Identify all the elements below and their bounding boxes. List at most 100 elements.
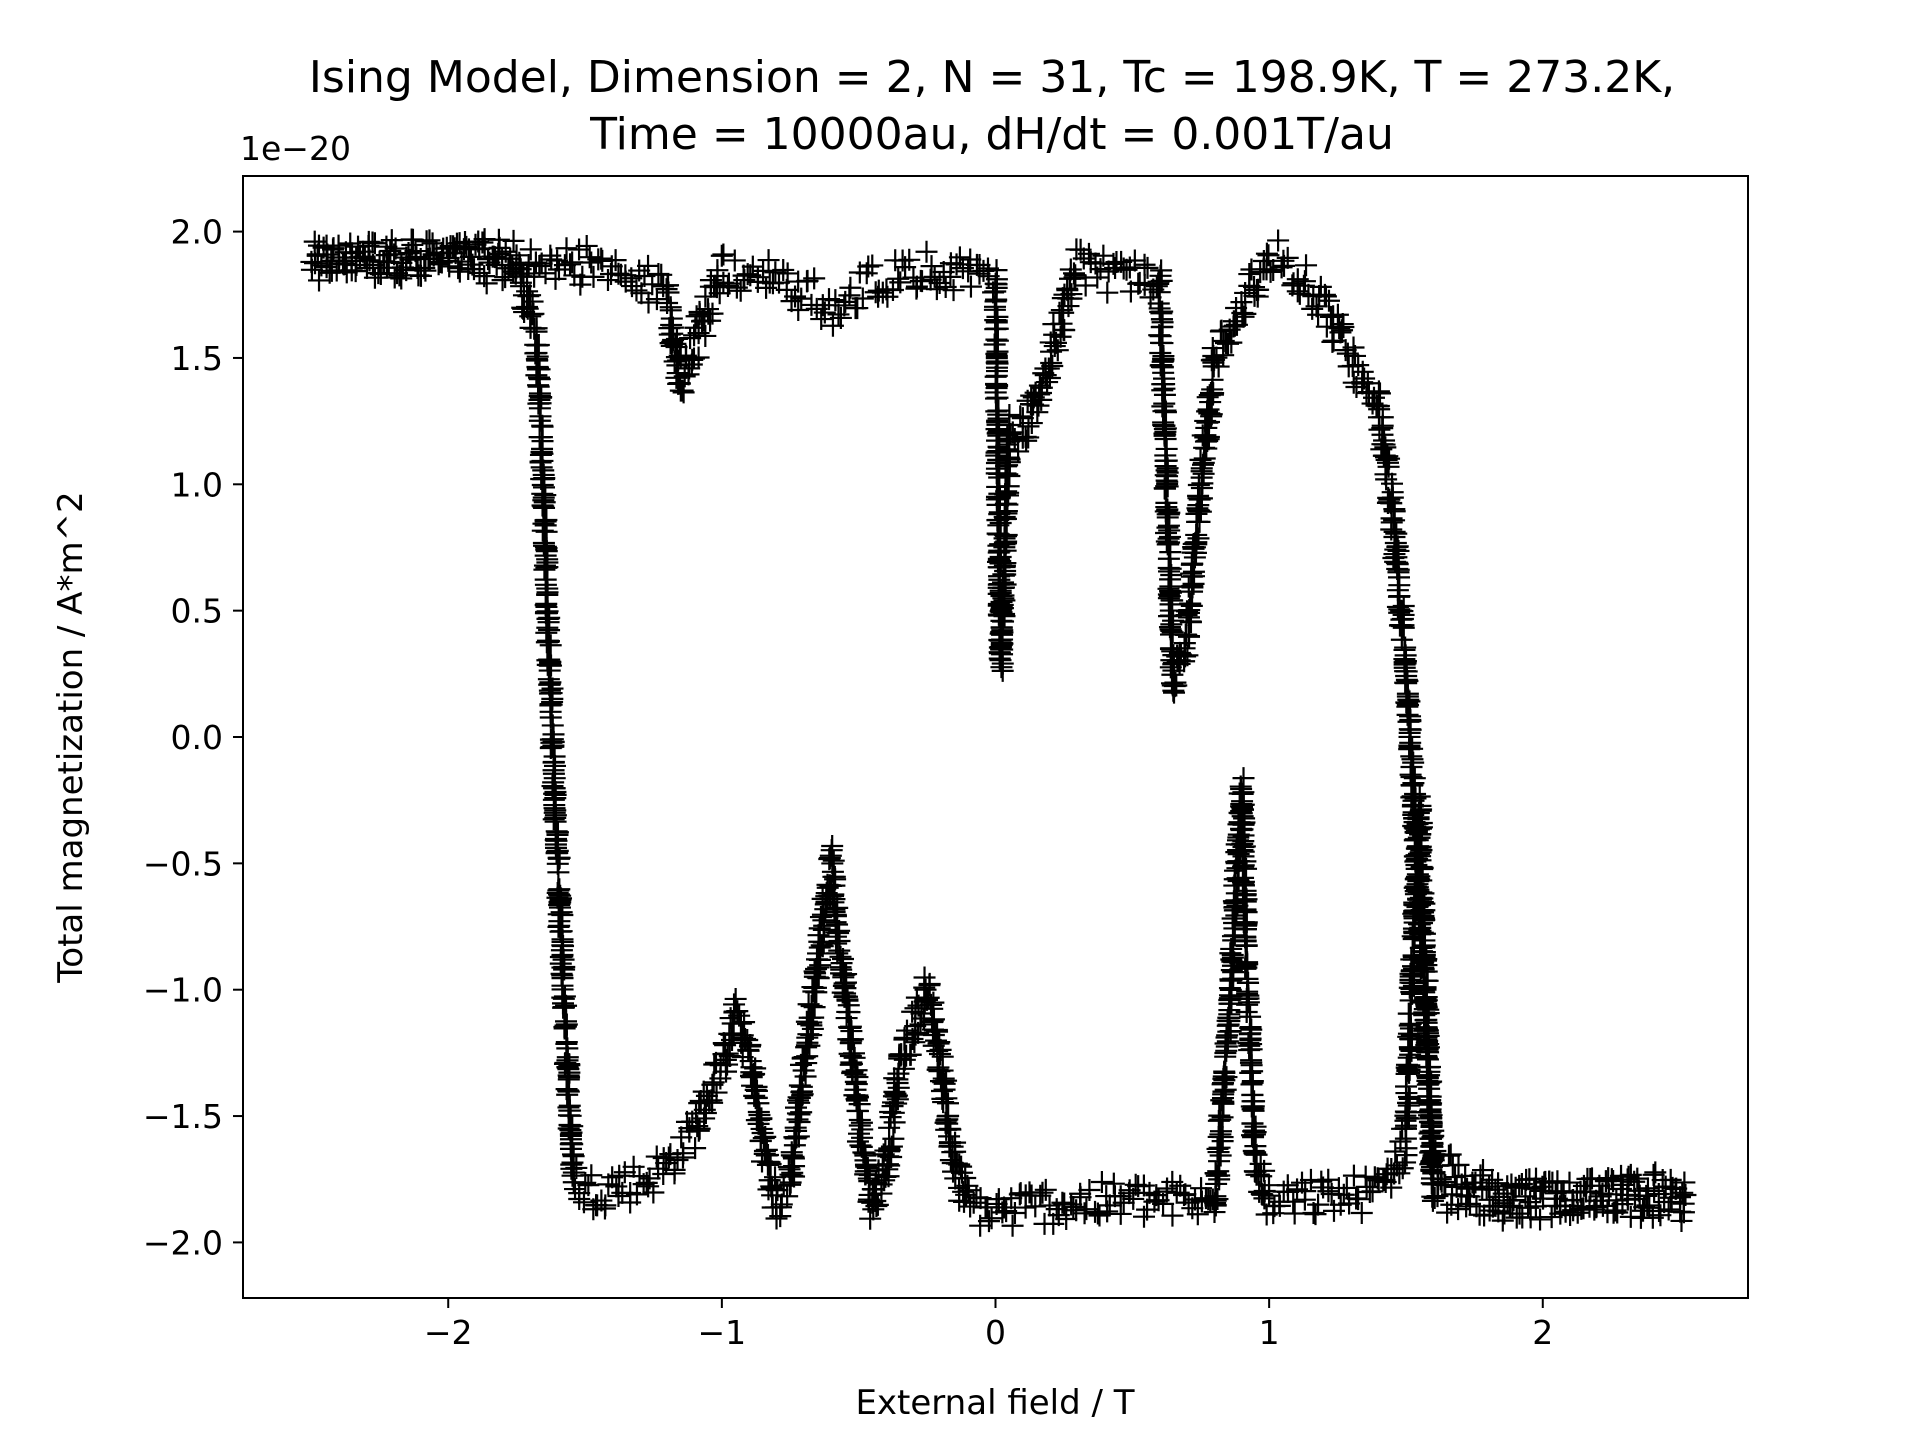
- data-point-marker: [637, 254, 660, 277]
- data-point-marker: [1156, 470, 1179, 493]
- data-point-marker: [866, 1193, 889, 1216]
- data-point-marker: [740, 1066, 763, 1089]
- data-point-marker: [1390, 599, 1413, 622]
- data-point-marker: [882, 1127, 905, 1150]
- data-point-marker: [1388, 601, 1411, 624]
- data-point-marker: [764, 261, 787, 284]
- data-point-marker: [1276, 1174, 1299, 1197]
- y-tick-label: −0.5: [143, 844, 223, 883]
- data-point-marker: [638, 1167, 661, 1190]
- data-point-marker: [925, 1018, 948, 1041]
- data-point-marker: [386, 262, 409, 285]
- data-point-marker: [1234, 281, 1257, 304]
- data-point-marker: [1609, 1177, 1632, 1200]
- data-point-marker: [1291, 1171, 1313, 1194]
- data-point-marker: [1208, 1164, 1231, 1187]
- data-point-marker: [1334, 339, 1357, 362]
- data-point-marker: [652, 275, 675, 298]
- data-point-marker: [1155, 522, 1178, 545]
- data-point-marker: [1454, 1164, 1477, 1187]
- data-point-marker: [555, 1010, 578, 1033]
- data-point-marker: [901, 1028, 924, 1051]
- data-point-marker: [1000, 1187, 1023, 1210]
- data-point-marker: [1416, 1067, 1439, 1090]
- data-point-marker: [1611, 1193, 1634, 1216]
- data-point-marker: [827, 303, 850, 326]
- data-point-marker: [923, 265, 946, 288]
- data-point-marker: [1206, 1188, 1229, 1211]
- data-point-marker: [1050, 299, 1073, 322]
- data-point-marker: [1034, 364, 1057, 387]
- data-point-marker: [1042, 1212, 1065, 1235]
- data-point-marker: [729, 279, 752, 302]
- data-point-marker: [882, 1101, 905, 1124]
- chart-title-line-1: Ising Model, Dimension = 2, N = 31, Tc =…: [309, 52, 1675, 103]
- data-point-marker: [884, 249, 907, 272]
- data-point-marker: [987, 594, 1010, 617]
- x-tick-label: −1: [698, 1313, 747, 1352]
- data-point-marker: [395, 246, 418, 269]
- data-point-marker: [1257, 244, 1280, 267]
- data-point-marker: [1253, 1180, 1276, 1203]
- data-point-marker: [701, 1091, 724, 1114]
- data-point-marker: [468, 262, 491, 285]
- data-point-marker: [1430, 1170, 1453, 1193]
- data-point-marker: [1145, 275, 1168, 298]
- data-point-marker: [797, 1013, 820, 1036]
- data-point-marker: [928, 1042, 951, 1065]
- data-point-marker: [477, 248, 500, 271]
- data-point-marker: [536, 581, 559, 604]
- data-point-marker: [1192, 462, 1215, 485]
- data-point-marker: [1674, 1183, 1697, 1206]
- data-point-marker: [1335, 1176, 1358, 1199]
- data-point-marker: [1001, 1214, 1024, 1237]
- data-point-marker: [1408, 918, 1431, 941]
- data-point-marker: [977, 1210, 1000, 1233]
- data-point-marker: [878, 1137, 901, 1160]
- data-point-marker: [1187, 527, 1210, 550]
- data-point-marker: [1242, 1140, 1265, 1163]
- data-point-marker: [1267, 229, 1290, 252]
- data-point-marker: [1169, 1174, 1192, 1197]
- data-point-marker: [784, 1116, 807, 1139]
- y-tick-label: −1.0: [143, 971, 223, 1010]
- data-point-marker: [671, 1146, 694, 1169]
- data-point-marker: [1412, 979, 1435, 1002]
- data-point-marker: [822, 865, 845, 888]
- data-point-marker: [1056, 277, 1079, 300]
- data-point-marker: [808, 948, 831, 971]
- data-point-marker: [1053, 283, 1076, 306]
- data-point-marker: [1020, 412, 1043, 435]
- data-point-marker: [1011, 407, 1034, 430]
- data-point-marker: [539, 700, 562, 723]
- data-point-marker: [1211, 1126, 1234, 1149]
- data-point-marker: [688, 300, 711, 323]
- data-point-marker: [828, 919, 851, 942]
- y-tick-label: −1.5: [143, 1097, 223, 1136]
- data-point-marker: [577, 1174, 600, 1197]
- data-point-marker: [887, 1076, 910, 1099]
- data-point-marker: [1371, 433, 1394, 456]
- data-point-marker: [533, 554, 556, 577]
- data-point-marker: [1209, 1144, 1232, 1167]
- data-point-marker: [1380, 1176, 1403, 1199]
- data-point-marker: [983, 333, 1006, 356]
- data-point-marker: [1462, 1176, 1485, 1199]
- data-point-marker: [1217, 1013, 1240, 1036]
- data-point-marker: [1096, 1200, 1119, 1223]
- data-point-marker: [1148, 297, 1171, 320]
- data-point-marker: [729, 1012, 752, 1035]
- data-point-marker: [1230, 291, 1253, 314]
- data-point-marker: [755, 1138, 778, 1161]
- data-point-marker: [1034, 1178, 1057, 1201]
- data-point-marker: [429, 250, 452, 273]
- data-point-marker: [1619, 1205, 1642, 1228]
- data-point-marker: [1214, 1045, 1237, 1068]
- data-point-marker: [823, 898, 846, 921]
- data-point-marker: [1659, 1186, 1682, 1209]
- data-point-marker: [739, 1033, 762, 1056]
- data-markers: [300, 228, 1697, 1237]
- data-point-marker: [533, 534, 556, 557]
- data-point-marker: [666, 354, 689, 377]
- data-point-marker: [683, 324, 706, 347]
